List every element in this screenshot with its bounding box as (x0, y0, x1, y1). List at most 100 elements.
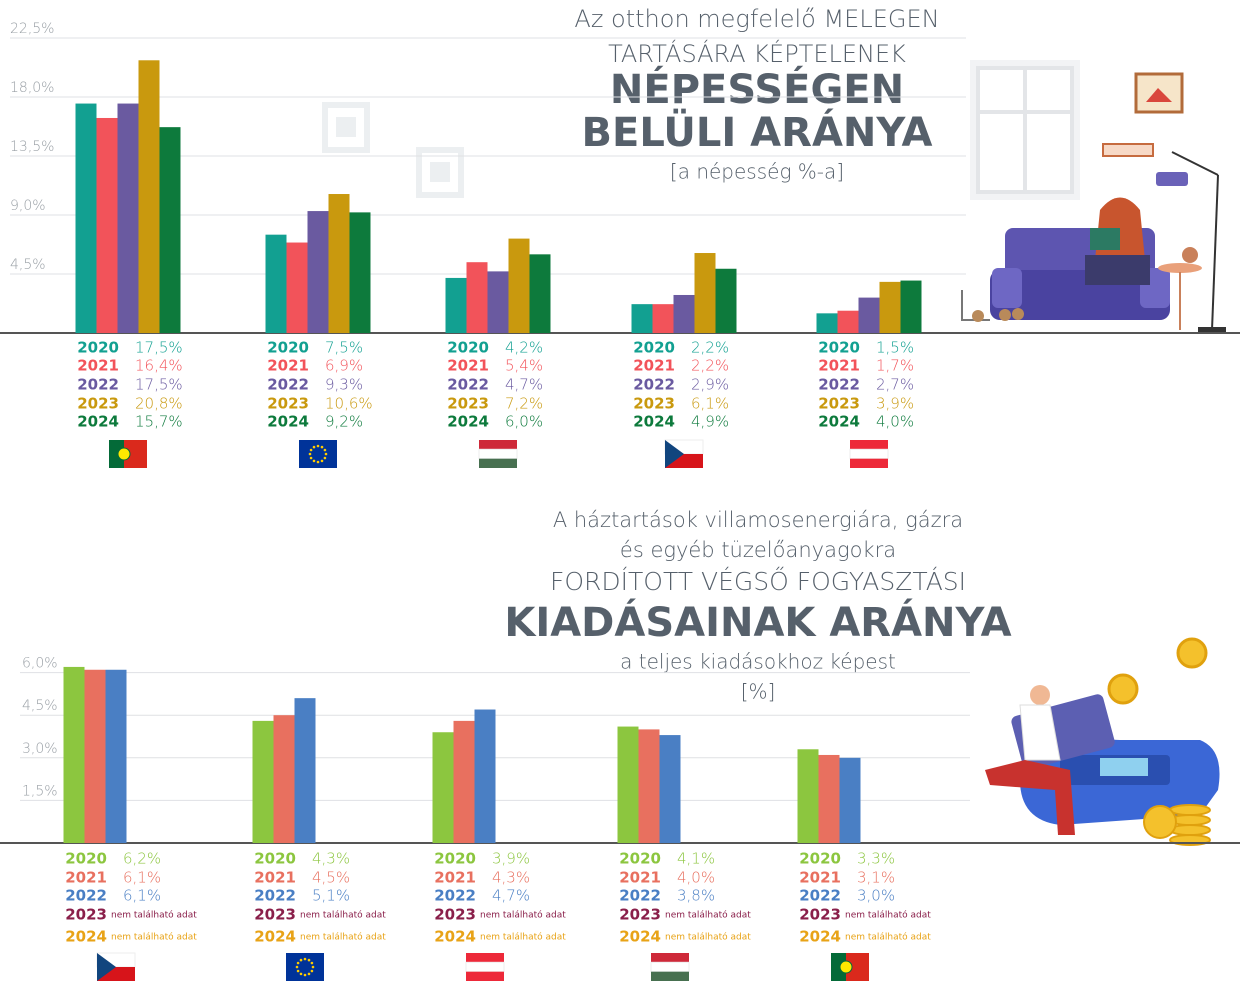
value-label: nem található adat (300, 910, 386, 921)
legend-year: 2020 (434, 850, 476, 868)
flag-part (313, 460, 316, 463)
flag-part (325, 453, 328, 456)
chart-title: BELÜLI ARÁNYA (582, 108, 933, 156)
value-label: 4,1% (677, 850, 715, 868)
value-label: 3,9% (876, 395, 914, 413)
bar (446, 278, 467, 333)
flag-part (296, 966, 299, 969)
legend-year: 2024 (447, 413, 489, 431)
chart-subtitle: [%] (741, 680, 776, 704)
chart-title: és egyéb tüzelőanyagokra (620, 538, 896, 562)
chart-title: FORDÍTOTT VÉGSŐ FOGYASZTÁSI (550, 566, 966, 596)
legend-year: 2020 (633, 339, 675, 357)
bar (639, 729, 660, 843)
flag-part (479, 440, 517, 449)
bar (106, 670, 127, 843)
value-label: 15,7% (135, 413, 183, 431)
legend-year: 2022 (619, 887, 661, 905)
value-label: 20,8% (135, 395, 183, 413)
value-label: 2,9% (691, 376, 729, 394)
legend-year: 2023 (799, 906, 841, 924)
flag-part (304, 958, 307, 961)
value-label: 1,5% (876, 339, 914, 357)
bar (64, 667, 85, 843)
flag-part (313, 446, 316, 449)
value-label: 4,3% (312, 850, 350, 868)
chart-subtitle: a teljes kiadásokhoz képest (620, 650, 896, 674)
value-label: 6,0% (505, 413, 543, 431)
legend-year: 2020 (799, 850, 841, 868)
value-label: 6,1% (691, 395, 729, 413)
bar (838, 311, 859, 333)
bar (660, 735, 681, 843)
flag-part (466, 972, 504, 981)
value-label: 6,2% (123, 850, 161, 868)
legend-year: 2023 (267, 395, 309, 413)
value-label: 4,0% (876, 413, 914, 431)
legend-year: 2024 (65, 928, 107, 946)
flag-part (297, 962, 300, 965)
value-label: 17,5% (135, 376, 183, 394)
legend-year: 2023 (633, 395, 675, 413)
legend-year: 2020 (254, 850, 296, 868)
legend-year: 2024 (254, 928, 296, 946)
value-label: nem található adat (111, 932, 197, 943)
bar (819, 755, 840, 843)
legend-year: 2024 (267, 413, 309, 431)
legend-year: 2022 (818, 376, 860, 394)
value-label: 6,1% (123, 887, 161, 905)
bar (97, 118, 118, 333)
flag-part (840, 961, 852, 973)
chart-title: A háztartások villamosenergiára, gázra (553, 508, 963, 532)
bar (454, 721, 475, 843)
wall-decor (325, 105, 461, 195)
flag-part (651, 962, 689, 971)
flag-part (324, 457, 327, 460)
legend-year: 2023 (254, 906, 296, 924)
bar (308, 211, 329, 333)
flag-part (850, 440, 888, 449)
value-label: 9,3% (325, 376, 363, 394)
flag-part (479, 449, 517, 458)
chart-title: NÉPESSÉGEN (610, 65, 904, 113)
value-label: 7,2% (505, 395, 543, 413)
legend-year: 2020 (65, 850, 107, 868)
value-label: 1,7% (876, 357, 914, 375)
value-label: nem található adat (665, 932, 751, 943)
y-tick-label: 6,0% (22, 656, 58, 672)
flag-part (317, 445, 320, 448)
bar (716, 269, 737, 333)
y-tick-label: 9,0% (10, 198, 46, 214)
y-tick-label: 3,0% (22, 741, 58, 757)
flag-part (466, 953, 504, 962)
flag-part (286, 953, 324, 981)
flag-part (309, 453, 312, 456)
flag-part (311, 970, 314, 973)
value-label: 16,4% (135, 357, 183, 375)
value-label: 2,2% (691, 357, 729, 375)
chart-title: Az otthon megfelelő MELEGEN (574, 5, 939, 33)
bar (880, 282, 901, 333)
flag-part (297, 970, 300, 973)
value-label: 4,9% (691, 413, 729, 431)
y-tick-label: 1,5% (22, 783, 58, 799)
legend-year: 2024 (77, 413, 119, 431)
chart-title: KIADÁSAINAK ARÁNYA (504, 598, 1011, 646)
flag-part (466, 962, 504, 971)
flag-part (311, 962, 314, 965)
value-label: 4,3% (492, 869, 530, 887)
value-label: 4,7% (505, 376, 543, 394)
chart-title: TARTÁSÁRA KÉPTELENEK (608, 39, 906, 68)
flag-part (479, 459, 517, 468)
bar (674, 295, 695, 333)
bar (840, 758, 861, 843)
bar (530, 254, 551, 333)
flag-part (321, 460, 324, 463)
bar (287, 243, 308, 333)
flag-part (850, 459, 888, 468)
legend-year: 2023 (434, 906, 476, 924)
flag-part (308, 973, 311, 976)
bar (160, 127, 181, 333)
legend-year: 2024 (799, 928, 841, 946)
value-label: 7,5% (325, 339, 363, 357)
